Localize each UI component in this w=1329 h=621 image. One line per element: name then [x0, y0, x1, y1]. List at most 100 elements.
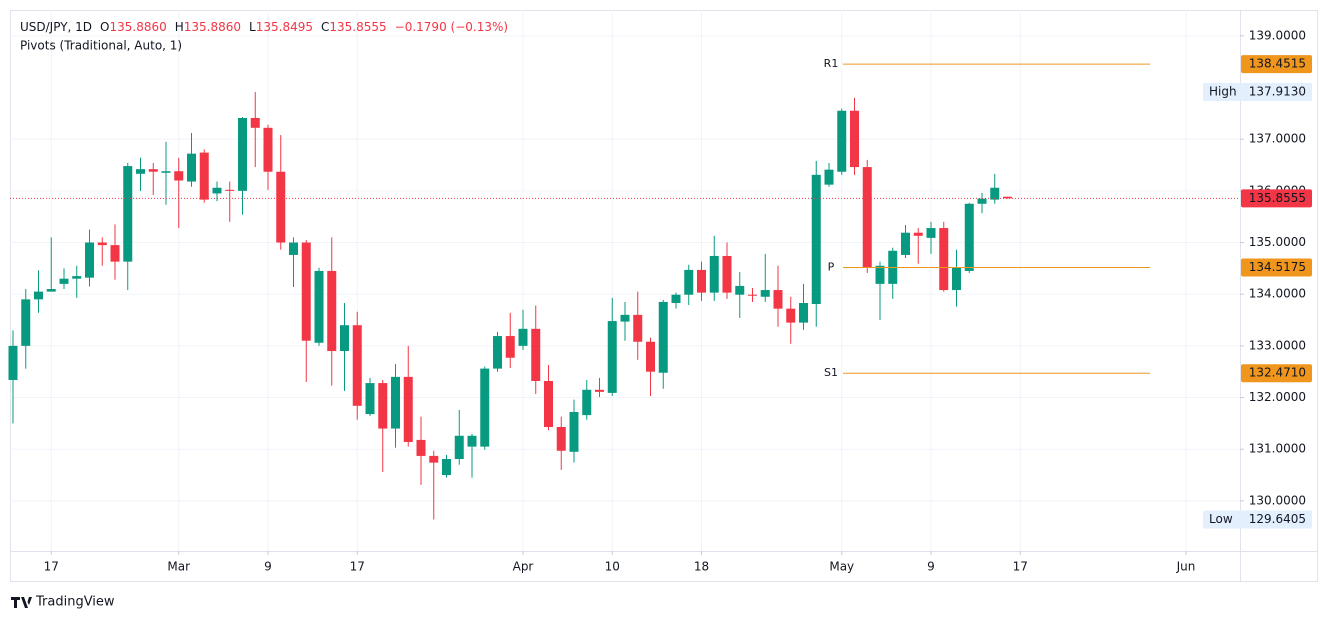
field-value: 135.8860	[184, 20, 241, 34]
candle-body	[161, 171, 171, 173]
candle-body	[875, 265, 885, 284]
pivot-name: R1	[824, 57, 839, 70]
candle-body	[212, 187, 222, 194]
y-tick-label: 130.0000	[1249, 493, 1306, 507]
extreme-label-bg	[1203, 83, 1312, 102]
candle-body	[442, 459, 451, 476]
candle-body	[8, 345, 18, 380]
candle-body	[429, 455, 439, 463]
candle-body	[913, 232, 923, 236]
candle-body	[403, 376, 413, 442]
candle-body	[799, 302, 808, 323]
candle-body	[110, 245, 120, 262]
field-value: 135.8555	[329, 20, 386, 34]
candle-body	[607, 321, 617, 393]
candle-body	[837, 110, 847, 172]
x-tick-label: 18	[694, 560, 709, 574]
candle-body	[977, 198, 987, 204]
candle-body	[225, 189, 235, 191]
y-tick-label: 137.0000	[1249, 132, 1306, 146]
candle-body	[85, 242, 94, 278]
candle-body	[454, 435, 464, 460]
candle-body	[646, 341, 655, 372]
pivot-axis-label: 134.5175	[1249, 260, 1306, 274]
y-tick-label: 132.0000	[1249, 390, 1306, 404]
last-price-label: 135.8555	[1249, 191, 1306, 205]
candle-body	[365, 383, 375, 415]
frame	[10, 10, 1318, 582]
x-tick-label: Apr	[513, 560, 534, 574]
brand-name: TradingView	[35, 595, 115, 610]
header: USD/JPY, 1D O135.8860 H135.8860 L135.8495 C1…	[20, 20, 508, 34]
candle-body	[518, 328, 528, 346]
candle-body	[480, 368, 490, 447]
candle-body	[72, 276, 82, 279]
candle-body	[199, 152, 209, 200]
x-tick-label: 17	[44, 560, 59, 574]
grid: 130.0000 131.0000 132.0000 133.0000 134.0000…	[10, 10, 1306, 574]
candle-body	[850, 110, 859, 168]
candle-body	[671, 294, 681, 303]
y-tick-label: 139.0000	[1249, 28, 1306, 42]
x-tick-label: 17	[1013, 560, 1028, 574]
candle-body	[187, 153, 196, 182]
candle-body	[709, 255, 719, 293]
x-tick-label: 9	[927, 560, 935, 574]
candles	[8, 92, 1012, 520]
candle-body	[824, 169, 834, 185]
candle-body	[391, 376, 400, 429]
y-tick-label: 133.0000	[1249, 338, 1306, 352]
candle-body	[416, 439, 426, 456]
x-tick-label: May	[829, 560, 854, 574]
x-tick-label: Mar	[167, 560, 190, 574]
candle-body	[352, 325, 362, 406]
candle-body	[748, 294, 757, 296]
field-value: 135.8860	[109, 20, 166, 34]
candle-body	[735, 285, 745, 295]
candle-body	[990, 187, 1000, 200]
candle-body	[378, 383, 388, 429]
candle-body	[633, 314, 643, 342]
x-tick-label: 17	[350, 560, 365, 574]
candle-body	[263, 127, 273, 172]
candle-body	[148, 169, 158, 172]
pivot-axis-label-bg	[1241, 258, 1312, 277]
candle-body	[238, 117, 247, 191]
candle-body	[595, 389, 604, 392]
candle-body	[97, 242, 107, 246]
extreme-name: High	[1209, 85, 1237, 99]
candle-body	[544, 381, 553, 427]
candle-body	[658, 301, 668, 373]
pivot-axis-label: 138.4515	[1249, 57, 1306, 71]
x-tick-label: Jun	[1176, 560, 1196, 574]
candle-body	[697, 269, 706, 293]
candle-body	[964, 203, 974, 271]
candle-body	[21, 299, 31, 346]
symbol: USD/JPY, 1D	[20, 20, 92, 34]
field-key: C	[321, 20, 329, 34]
candle-body	[760, 290, 770, 297]
candle-body	[684, 269, 694, 295]
extreme-value: 129.6405	[1249, 512, 1306, 526]
candle-body	[926, 228, 936, 238]
last-price-label-bg	[1241, 189, 1312, 208]
candle-body	[901, 232, 910, 255]
candle-body	[34, 291, 43, 300]
y-tick-label: 135.0000	[1249, 235, 1306, 249]
candle-body	[531, 328, 541, 382]
indicator-label: Pivots (Traditional, Auto, 1)	[20, 39, 182, 53]
candle-body	[340, 325, 349, 352]
pivot-name: S1	[824, 366, 838, 379]
y-tick-label: 134.0000	[1249, 287, 1306, 301]
extreme-label-bg	[1203, 510, 1312, 529]
candle-body	[493, 336, 502, 369]
x-tick-label: 10	[605, 560, 620, 574]
candle-body	[174, 171, 184, 181]
change: −0.1790 (−0.13%)	[395, 20, 508, 34]
field-key: H	[175, 20, 184, 34]
field-value: 135.8495	[256, 20, 313, 34]
brand-logo	[11, 597, 32, 608]
candle-body	[862, 167, 872, 268]
field-key: L	[249, 20, 256, 34]
